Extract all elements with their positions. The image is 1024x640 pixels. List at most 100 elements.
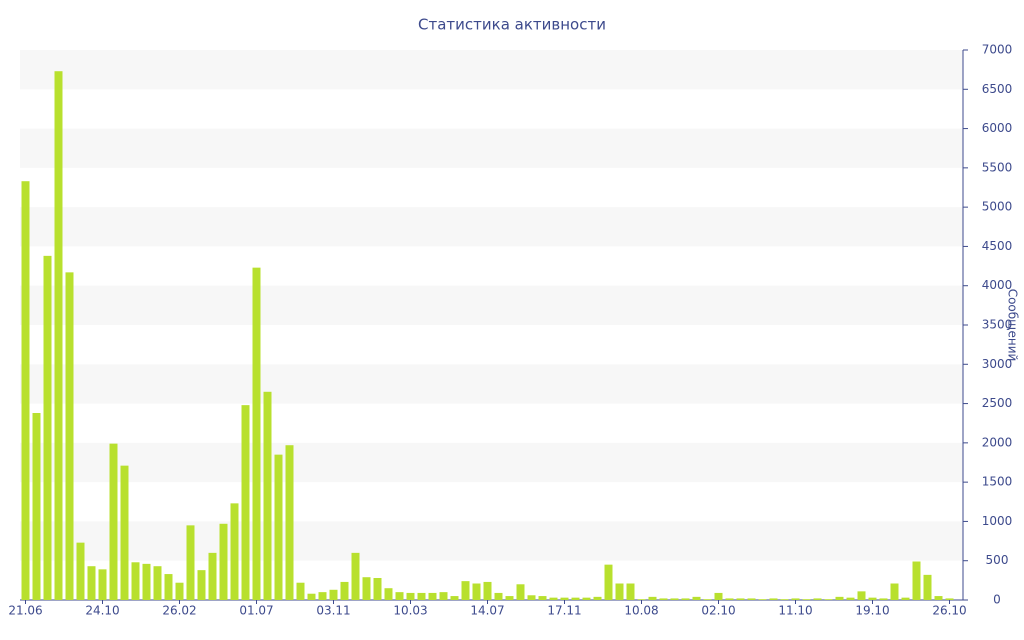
bar [32,413,41,600]
bar [681,598,690,600]
y-tick-label: 1000 [982,514,1013,528]
bar [505,596,514,600]
grid-band [20,207,963,247]
y-tick-label: 4500 [982,239,1013,253]
bar [450,596,459,600]
bar [417,592,426,600]
bar [230,503,239,600]
grid-band [20,50,963,90]
x-tick-label: 10.03 [393,604,427,618]
bar [791,598,800,600]
grid-band [20,521,963,561]
bar [197,570,206,600]
y-tick-label: 2000 [982,435,1013,449]
y-tick-label: 7000 [982,43,1013,57]
bar [835,596,844,600]
grid-band [20,442,963,483]
bar [483,581,492,600]
bar [813,598,822,600]
x-tick-label: 11.10 [778,604,812,618]
bar [582,597,591,600]
bar [76,542,85,600]
bar [615,583,624,600]
bar [604,564,613,600]
bar [516,584,525,600]
bar [65,272,74,600]
bar [263,391,272,600]
y-tick-label: 0 [993,593,1001,607]
y-tick-label: 4000 [982,278,1013,292]
bar [571,597,580,600]
bar [120,465,129,600]
bar [428,592,437,600]
x-tick-label: 21.06 [8,604,42,618]
bar [351,552,360,600]
bar [395,592,404,600]
x-tick-label: 19.10 [855,604,889,618]
bar [318,592,327,600]
bar [912,561,921,600]
grid-band [20,364,963,404]
x-tick-label: 02.10 [701,604,735,618]
bar [373,578,382,600]
bar [670,598,679,600]
bar [131,562,140,600]
x-tick-label: 26.10 [932,604,966,618]
y-tick-label: 500 [986,553,1009,567]
y-tick-label: 6000 [982,121,1013,135]
y-axis-label: Сообщений [1006,289,1020,362]
bar [362,577,371,600]
bar [406,592,415,600]
bar [934,596,943,600]
bar [219,523,228,600]
bar [769,598,778,600]
y-tick-label: 1500 [982,475,1013,489]
bar [802,599,811,600]
x-tick-label: 03.11 [316,604,350,618]
y-tick-label: 5500 [982,160,1013,174]
bar [648,596,657,600]
bar [637,599,646,600]
bar [307,593,316,600]
x-tick-label: 10.08 [624,604,658,618]
bar [714,592,723,600]
bar [780,599,789,600]
bar [736,598,745,600]
bar [692,596,701,600]
bar [857,591,866,600]
bar [890,583,899,600]
bar [329,589,338,600]
bar [142,563,151,600]
bar [241,405,250,600]
bar [21,181,30,600]
bar [109,443,118,600]
bar [153,566,162,600]
x-tick-label: 17.11 [547,604,581,618]
bar [43,255,52,600]
bar [296,582,305,600]
x-tick-label: 24.10 [85,604,119,618]
grid-band [20,128,963,168]
bar [87,566,96,600]
bar [175,582,184,600]
x-tick-label: 01.07 [239,604,273,618]
bar [186,525,195,600]
bar [472,583,481,600]
bar [439,592,448,600]
bar [54,71,63,600]
chart-title: Статистика активности [418,16,606,34]
bar [846,597,855,600]
bar [98,569,107,600]
bar [824,599,833,600]
x-tick-label: 26.02 [162,604,196,618]
bar [758,599,767,600]
y-tick-label: 6500 [982,82,1013,96]
bar [208,552,217,600]
bar [494,592,503,600]
bar [527,595,536,600]
bar [901,597,910,600]
x-tick-label: 14.07 [470,604,504,618]
bar [659,598,668,600]
y-tick-label: 3000 [982,357,1013,371]
